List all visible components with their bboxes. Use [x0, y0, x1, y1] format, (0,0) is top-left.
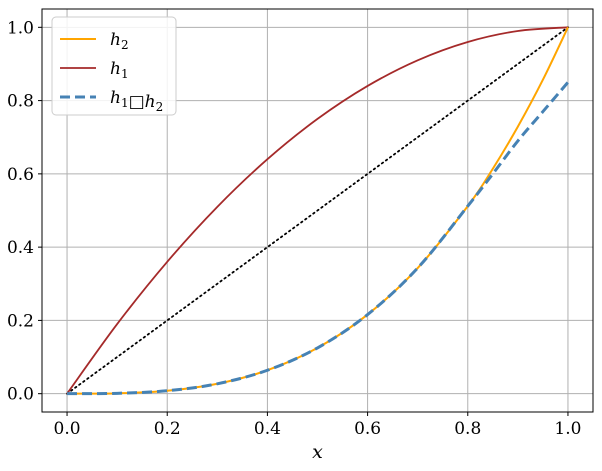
- legend-box: [51, 16, 177, 116]
- series-line-h1: [66, 26, 569, 395]
- y-tick-label: 0.4: [7, 238, 34, 258]
- y-tick-label: 0.6: [7, 165, 34, 185]
- x-axis-label: x: [312, 441, 323, 463]
- x-tick-label: 0.4: [254, 419, 281, 439]
- legend: h2 h1 h1□h2: [51, 16, 177, 116]
- series-line-h1-box-h2: [67, 81, 570, 396]
- y-tick-label: 0.8: [7, 92, 34, 112]
- x-tick-label: 0.6: [354, 419, 381, 439]
- y-tick-label: 0.2: [7, 311, 34, 331]
- series-line-identity: [66, 26, 569, 395]
- x-tick-label: 0.8: [454, 419, 481, 439]
- y-tick-label: 1.0: [7, 18, 34, 38]
- y-tick-label: 0.0: [7, 385, 34, 405]
- x-tick-label: 1.0: [554, 419, 581, 439]
- x-tick-label: 0.2: [154, 419, 181, 439]
- plot-lines: [66, 26, 570, 396]
- legend-label: h2: [110, 30, 129, 52]
- plot-frame: [41, 8, 594, 413]
- legend-label: h1□h2: [110, 88, 163, 114]
- x-tick-label: 0.0: [54, 419, 81, 439]
- axis-ticks: 0.0 0.2 0.4 0.6 0.8 1.0 0.0 0.2 0.4 0.6 0.8 1.0: [7, 18, 582, 439]
- legend-label: h1: [110, 59, 129, 81]
